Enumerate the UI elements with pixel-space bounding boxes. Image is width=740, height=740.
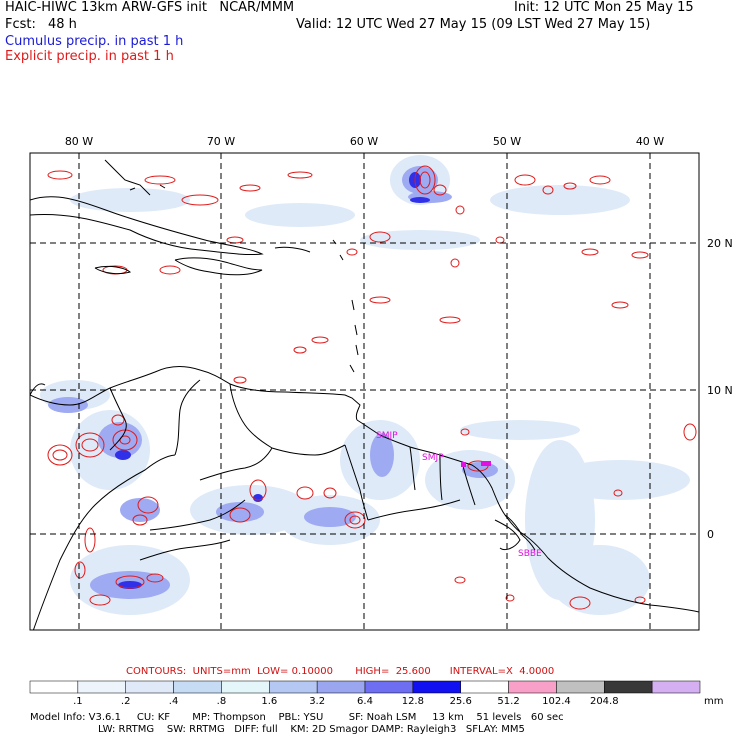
colorbar-tick-label: 204.8 <box>589 696 619 707</box>
map-title: HAIC-HIWC 13km ARW-GFS init NCAR/MMM <box>5 0 295 15</box>
colorbar-swatch <box>508 680 557 694</box>
forecast-label: Fcst: <box>5 17 36 32</box>
colorbar <box>29 680 701 694</box>
legend-cumulus: Cumulus precip. in past 1 h <box>5 34 184 49</box>
lat-label: 10 N <box>707 384 733 397</box>
colorbar-tick-label: 102.4 <box>542 696 571 707</box>
colorbar-tick-label: 25.6 <box>449 696 472 707</box>
colorbar-tick-label: .4 <box>168 696 179 707</box>
map-frame <box>29 152 700 631</box>
lat-label: 0 <box>707 528 714 541</box>
model-info-line2: LW: RRTMG SW: RRTMG DIFF: full KM: 2D Sm… <box>98 724 525 735</box>
lon-label: 50 W <box>493 135 521 148</box>
colorbar-swatch <box>125 680 174 694</box>
colorbar-unit: mm <box>704 696 724 707</box>
legend-explicit: Explicit precip. in past 1 h <box>5 49 174 64</box>
station-marker <box>461 462 466 467</box>
colorbar-tick-label: 1.6 <box>261 696 278 707</box>
map-content <box>30 153 699 630</box>
station-label: SMJP <box>422 453 444 463</box>
colorbar-swatch <box>316 680 366 694</box>
lon-label: 40 W <box>636 135 664 148</box>
station-label: SMJP <box>376 431 398 441</box>
colorbar-tick-label: 6.4 <box>357 696 373 707</box>
colorbar-tick-label: .8 <box>216 696 227 707</box>
islands <box>129 184 359 373</box>
colorbar-swatch <box>460 680 509 694</box>
cumulus-shading <box>40 155 690 615</box>
colorbar-swatch <box>556 680 605 694</box>
coastlines <box>30 159 699 630</box>
lon-label: 80 W <box>65 135 93 148</box>
colorbar-swatch <box>364 680 414 694</box>
colorbar-swatch <box>269 680 318 694</box>
colorbar-swatch <box>412 680 461 694</box>
colorbar-swatch <box>77 680 126 694</box>
valid-time: Valid: 12 UTC Wed 27 May 15 (09 LST Wed … <box>296 17 651 32</box>
colorbar-swatch <box>221 680 270 694</box>
model-info-line1: Model Info: V3.6.1 CU: KF MP: Thompson P… <box>30 712 564 723</box>
colorbar-tick-label: 12.8 <box>401 696 424 707</box>
forecast-hour: 48 h <box>48 17 77 32</box>
colorbar-tick-label: .1 <box>73 696 83 707</box>
lon-label: 70 W <box>207 135 235 148</box>
explicit-contours <box>47 165 697 610</box>
contour-info: CONTOURS: UNITS=mm LOW= 0.10000 HIGH= 25… <box>126 666 555 677</box>
station-label: SBBE <box>518 549 542 559</box>
colorbar-tick-label: .2 <box>120 696 131 707</box>
lat-lon-grid <box>30 153 699 630</box>
station-marker <box>481 461 491 466</box>
colorbar-swatch <box>29 680 79 694</box>
colorbar-swatch <box>604 680 653 694</box>
colorbar-tick-label: 3.2 <box>309 696 326 707</box>
lat-label: 20 N <box>707 237 733 250</box>
colorbar-tick-label: 51.2 <box>497 696 520 707</box>
colorbar-swatch <box>651 680 701 694</box>
lon-label: 60 W <box>350 135 378 148</box>
init-time: Init: 12 UTC Mon 25 May 15 <box>514 0 694 15</box>
colorbar-swatch <box>173 680 222 694</box>
